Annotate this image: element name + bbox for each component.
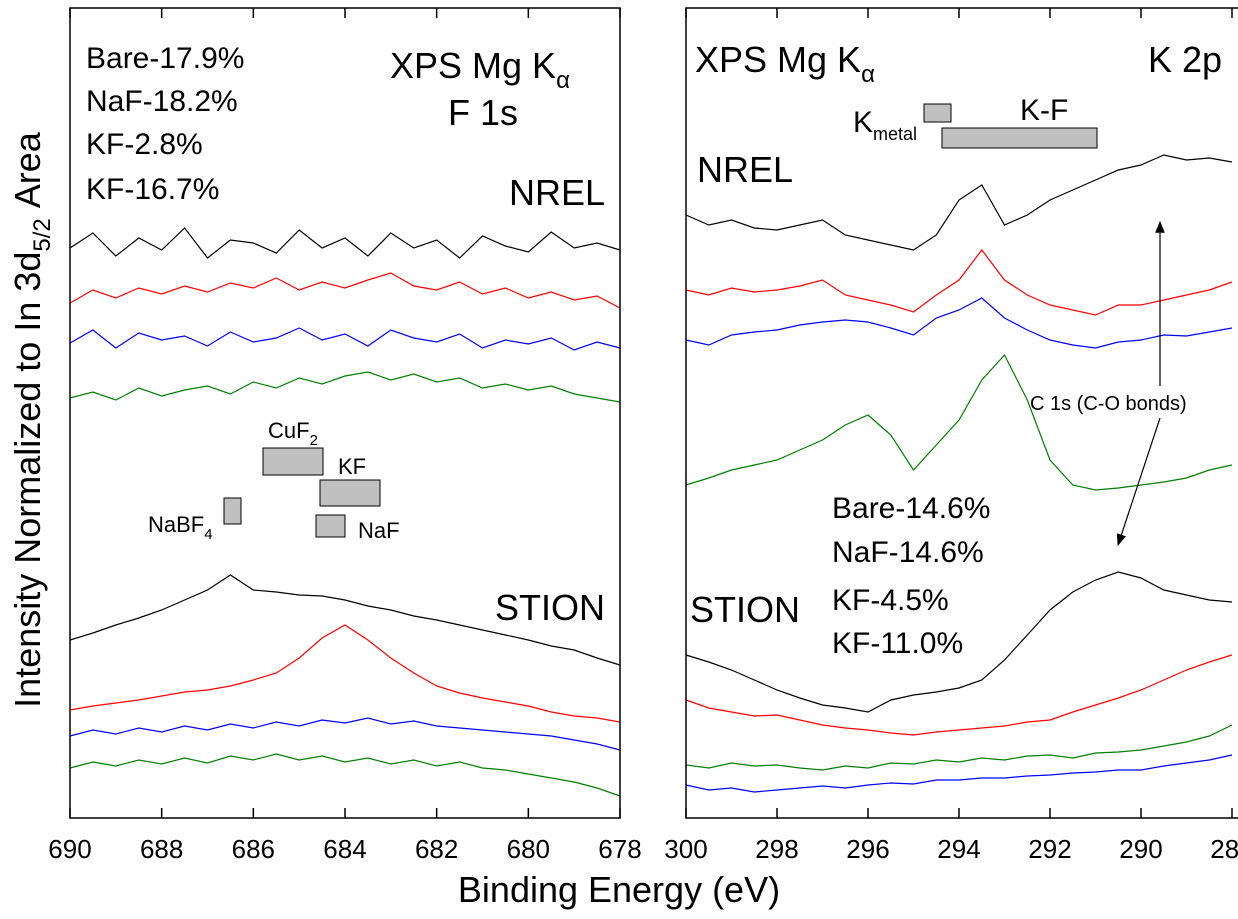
spectrum-line (69, 371, 621, 403)
x-tick-label: 686 (232, 834, 275, 864)
annotation: C 1s (C-O bonds) (1030, 393, 1187, 415)
x-tick-label: 688 (140, 834, 183, 864)
arrow (1116, 417, 1161, 547)
ref-box (315, 514, 346, 538)
y-axis-label: Intensity Normalized to In 3d5/2 Area (7, 131, 56, 708)
panel-title: XPS Mg Kα (390, 45, 570, 94)
x-tick-label: 290 (1119, 834, 1162, 864)
spectrum-line (685, 249, 1233, 316)
x-tick-label: 680 (507, 834, 550, 864)
ref-box (223, 497, 242, 525)
legend-entry: Bare-17.9% (86, 42, 244, 75)
legend-entry: NaF-14.6% (832, 536, 984, 569)
x-tick-label: 682 (415, 834, 458, 864)
x-tick-label: 298 (755, 834, 798, 864)
annotation: K-F (1020, 94, 1068, 127)
y-label-sub: 5/2 (29, 218, 56, 251)
x-tick-label: 294 (937, 834, 980, 864)
title-main: XPS Mg K (390, 45, 556, 86)
group-label: STION (495, 587, 605, 628)
x-tick-label: 288 (1210, 834, 1238, 864)
title-sub: α (556, 67, 570, 94)
spectrum-line (69, 753, 621, 797)
spectrum-line (685, 353, 1233, 491)
panel-subtitle: K 2p (1148, 39, 1222, 80)
spectrum-line (69, 227, 621, 259)
panel-subtitle: F 1s (448, 92, 518, 133)
spectrum-line (69, 624, 621, 723)
panel-title: XPS Mg Kα (695, 39, 875, 88)
annotation-text: K (853, 106, 873, 139)
spectrum-line (685, 154, 1233, 251)
spectrum-line (685, 754, 1233, 793)
title-main: XPS Mg K (695, 39, 861, 80)
annotation-sub: metal (873, 124, 917, 144)
x-axis-label: Binding Energy (eV) (458, 869, 780, 910)
x-tick-label: 684 (323, 834, 366, 864)
lines (69, 154, 1233, 797)
spectrum-line (69, 574, 621, 666)
x-tick-label: 296 (846, 834, 889, 864)
spectrum-line (685, 724, 1233, 771)
annotation: KF (338, 454, 366, 479)
x-tick-label: 678 (598, 834, 641, 864)
y-label-end: Area (7, 131, 48, 208)
legend-entry: KF-11.0% (832, 627, 963, 660)
spectrum-line (685, 297, 1233, 349)
x-tick-label: 690 (48, 834, 91, 864)
legend-entry: KF-4.5% (832, 584, 949, 617)
annotation-text: NaBF (148, 512, 204, 537)
group-label: STION (690, 589, 800, 630)
x-tick-label: 292 (1028, 834, 1071, 864)
y-label-main: Intensity Normalized to In 3d (7, 252, 48, 708)
annotation: NaBF4 (148, 512, 213, 543)
title-sub: α (861, 61, 875, 88)
x-tick-label: 300 (664, 834, 707, 864)
annotation: CuF2 (268, 418, 318, 449)
right-frame (685, 7, 1238, 819)
annotation-sub: 2 (310, 432, 318, 449)
spectrum-line (685, 571, 1233, 713)
spectrum-line (685, 654, 1233, 736)
group-label: NREL (509, 172, 605, 213)
annotation: NaF (358, 518, 400, 543)
annotation-sub: 4 (204, 526, 212, 543)
spectrum-line (69, 327, 621, 351)
ref-box (262, 447, 324, 476)
ref-box (319, 479, 381, 507)
legend-entry: Bare-14.6% (832, 492, 990, 525)
spectrum-line (69, 272, 621, 309)
spectrum-line (69, 717, 621, 751)
group-label: NREL (697, 149, 793, 190)
ref-box (941, 127, 1098, 149)
legend-entry: NaF-18.2% (86, 85, 238, 118)
annotation: Kmetal (853, 106, 917, 144)
legend-entry: KF-16.7% (86, 173, 219, 206)
legend-entry: KF-2.8% (86, 128, 203, 161)
ref-box (923, 103, 952, 123)
annotation-text: CuF (268, 418, 310, 443)
